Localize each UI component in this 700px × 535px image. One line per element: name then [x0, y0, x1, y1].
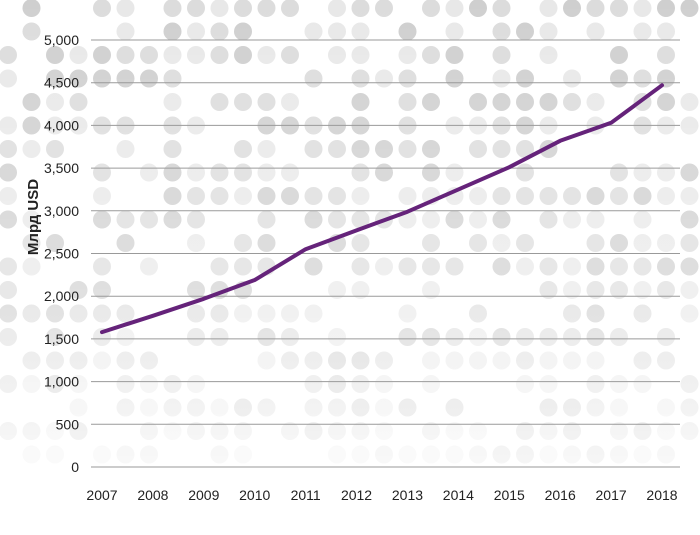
y-tick-label: 0: [71, 459, 79, 475]
y-tick-label: 1,500: [44, 331, 79, 347]
gridlines: [91, 39, 680, 468]
x-tick-label: 2008: [137, 487, 168, 503]
x-tick-label: 2018: [646, 487, 677, 503]
x-tick-label: 2017: [596, 487, 627, 503]
series-group: [100, 83, 664, 335]
x-tick-label: 2011: [291, 487, 321, 503]
x-tick-label: 2009: [188, 487, 219, 503]
x-tick-label: 2016: [545, 487, 576, 503]
y-axis-ticks: 0 500 1,000 1,500 2,000 2,500 3,000 3,500 4,000 4…: [44, 32, 79, 475]
y-tick-label: 4,000: [44, 117, 79, 133]
y-tick-label: 3,500: [44, 160, 79, 176]
x-tick-label: 2012: [341, 487, 372, 503]
y-tick-label: 2,500: [44, 246, 79, 262]
y-tick-label: 500: [56, 416, 80, 432]
y-tick-label: 3,000: [44, 203, 79, 219]
y-tick-label: 4,500: [44, 75, 79, 91]
x-tick-label: 2015: [494, 487, 525, 503]
x-tick-label: 2013: [392, 487, 423, 503]
y-tick-label: 5,000: [44, 32, 79, 48]
x-tick-label: 2014: [443, 487, 474, 503]
x-axis-ticks: 2007 2008 2009 2010 2011 2012 2013 2014 2015 2016…: [86, 487, 677, 503]
y-tick-label: 1,000: [44, 374, 79, 390]
x-tick-label: 2010: [239, 487, 270, 503]
series-line: [100, 83, 664, 335]
y-axis-label: Млрд USD: [25, 179, 42, 255]
y-tick-label: 2,000: [44, 288, 79, 304]
x-tick-label: 2007: [86, 487, 117, 503]
